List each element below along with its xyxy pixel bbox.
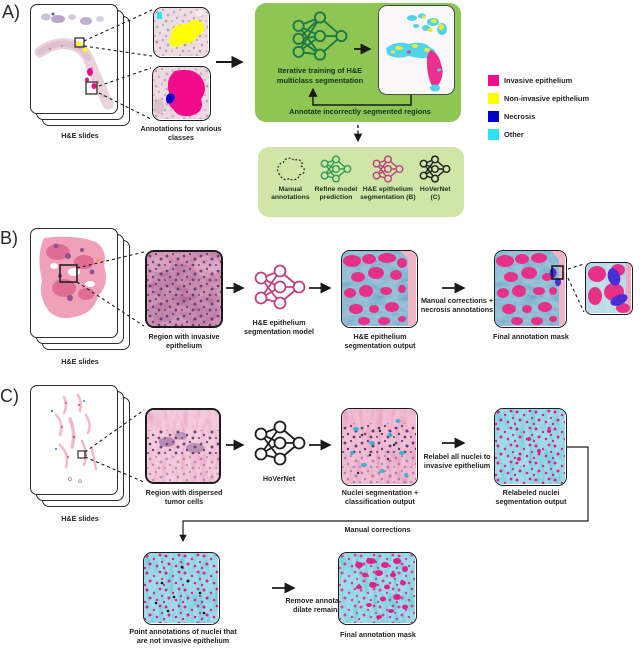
final-caption-c: Final annotation mask: [340, 630, 416, 639]
tissue-image-c: [50, 393, 98, 483]
neural-network-icon-magenta: [372, 155, 404, 183]
slide-front: [30, 4, 118, 114]
slide-front: [30, 385, 118, 495]
roi-box-final-b: [551, 265, 564, 280]
point-annotations-image: [143, 552, 220, 625]
legend-swatch-other: [488, 128, 499, 140]
neural-network-icon-black: [419, 155, 451, 183]
legend-swatch-noninvasive: [488, 92, 499, 104]
legend-item: Invasive epithelium: [488, 74, 589, 86]
panel-c-label: C): [0, 386, 19, 406]
slides-caption-b: H&E slides: [61, 357, 99, 366]
legend-item: Necrosis: [488, 110, 589, 122]
workflow-label: Manual annotations: [271, 186, 310, 202]
roi-box-c: [77, 450, 86, 459]
epithelium-model-icon: [254, 264, 306, 310]
final-mask-image-b: [494, 250, 567, 328]
panel-a-label: A): [2, 2, 20, 22]
roi-box-b: [59, 264, 78, 283]
workflow-label: HoVerNet (C): [419, 186, 451, 202]
class-legend: Invasive epithelium Non-invasive epithel…: [488, 74, 589, 146]
region-caption-b: Region with invasive epithelium: [148, 332, 220, 351]
legend-label: Necrosis: [504, 111, 536, 121]
output-caption-c: Nuclei segmentation + classification out…: [341, 488, 419, 507]
tissue-image-b: [39, 236, 106, 318]
workflow-item-epithelium-model: H&E epithelium segmentation (B): [359, 154, 416, 203]
annotation-crop-invasive: [152, 66, 211, 121]
feedback-label: Annotate incorrectly segmented regions: [289, 107, 431, 116]
legend-swatch-invasive: [488, 74, 499, 86]
legend-item: Non-invasive epithelium: [488, 92, 589, 104]
neural-network-icon-training: [292, 11, 348, 61]
relabeled-output-image: [494, 408, 567, 486]
annotations-caption: Annotations for various classes: [140, 124, 222, 143]
region-invasive-image: [145, 250, 223, 328]
neural-network-icon-green: [320, 155, 352, 183]
workflow-item-hovernet: HoVerNet (C): [416, 154, 454, 203]
slide-stack-a: [30, 4, 132, 128]
correction-label-b: Manual corrections + necrosis annotation…: [420, 296, 494, 315]
segmentation-result-box: [378, 5, 455, 95]
legend-label: Non-invasive epithelium: [504, 93, 590, 103]
nuclei-output-image: [341, 408, 418, 486]
points-caption: Point annotations of nuclei that are not…: [129, 627, 237, 646]
model-caption-c: HoVerNet: [262, 474, 296, 483]
slides-caption-a: H&E slides: [61, 131, 99, 140]
region-caption-c: Region with dispersed tumor cells: [145, 488, 223, 507]
relabeled-caption: Relabeled nuclei segmentation output: [495, 488, 567, 507]
remove-label: Remove annotated nuclei + dilate remaini…: [285, 596, 379, 615]
multiclass-segmentation-image: [379, 6, 453, 93]
relabel-label: Relabel all nuclei to invasive epitheliu…: [423, 452, 491, 471]
manual-corrections-label: Manual corrections: [344, 525, 411, 534]
legend-label: Other: [504, 129, 524, 139]
legend-label: Invasive epithelium: [504, 75, 573, 85]
necrosis-inset-image: [585, 262, 633, 315]
workflow-legend-box: Manual annotations Refine model predicti…: [258, 147, 464, 217]
legend-swatch-necrosis: [488, 110, 499, 122]
training-caption: Iterative training of H&E multiclass seg…: [276, 66, 364, 85]
roi-box-yellow: [74, 37, 85, 48]
slide-stack-b: [30, 228, 132, 352]
model-caption-b: H&E epithelium segmentation model: [244, 318, 314, 337]
panel-b-label: B): [0, 228, 18, 248]
annotation-crop-noninvasive: [153, 7, 210, 58]
roi-box-magenta: [85, 81, 98, 95]
workflow-label: H&E epithelium segmentation (B): [360, 186, 416, 202]
region-dispersed-image: [145, 408, 221, 484]
tissue-image-a: [34, 12, 114, 110]
workflow-label: Refine model prediction: [314, 186, 358, 202]
workflow-item-manual: Manual annotations: [268, 154, 313, 203]
slide-stack-c: [30, 385, 132, 509]
workflow-item-refine: Refine model prediction: [313, 154, 360, 203]
legend-item: Other: [488, 128, 589, 140]
segmentation-output-image: [341, 250, 418, 328]
slide-front: [30, 228, 118, 338]
output-caption-b: H&E epithelium segmentation output: [344, 332, 416, 351]
hovernet-icon: [254, 420, 306, 466]
final-caption-b: Final annotation mask: [493, 332, 569, 341]
slides-caption-c: H&E slides: [61, 514, 99, 523]
final-mask-image-c: [338, 552, 417, 625]
manual-annotation-icon: [277, 157, 306, 181]
